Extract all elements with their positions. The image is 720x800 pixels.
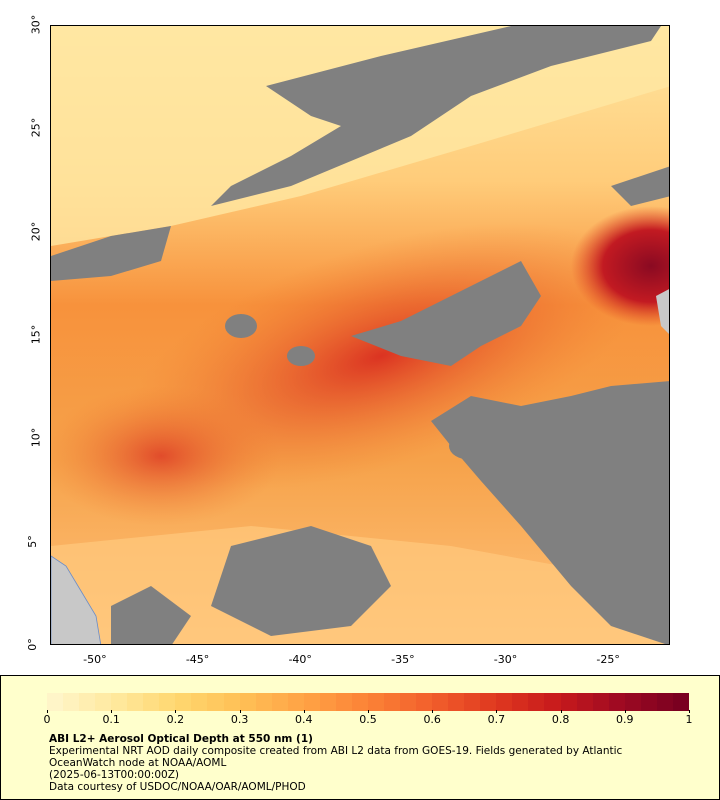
colorbar-swatch — [63, 693, 80, 711]
colorbar-swatch — [95, 693, 112, 711]
cloud-patch-west — [51, 226, 171, 281]
legend-timestamp: (2025-06-13T00:00:00Z) — [49, 769, 179, 781]
colorbar-swatch — [432, 693, 449, 711]
high-aod-hotspot — [571, 206, 669, 326]
colorbar-swatch — [159, 693, 176, 711]
colorbar-tick-label: 0 — [43, 713, 51, 726]
colorbar-tick-label: 0.5 — [359, 713, 377, 726]
cloud-blob-3 — [449, 432, 493, 460]
colorbar-tick-label: 0.7 — [487, 713, 506, 726]
no-data-areas — [51, 26, 669, 644]
colorbar-tick — [624, 710, 626, 713]
colorbar-tick-label: 0.9 — [616, 713, 634, 726]
colorbar-swatch — [335, 693, 352, 711]
colorbar-tick — [239, 710, 241, 713]
colorbar-swatch — [127, 693, 144, 711]
colorbar-swatch — [319, 693, 336, 711]
longitude-tick-label: -30° — [493, 653, 518, 666]
colorbar-swatch — [303, 693, 320, 711]
colorbar-tick — [368, 710, 369, 713]
colorbar-swatch — [608, 693, 625, 711]
colorbar-swatch — [287, 693, 304, 711]
latitude-tick-label: 10° — [29, 428, 43, 448]
colorbar-swatch — [512, 693, 529, 711]
colorbar-tick-label: 1 — [685, 713, 693, 726]
colorbar-swatch — [576, 693, 593, 711]
map-frame — [50, 25, 670, 645]
legend-credit: Data courtesy of USDOC/NOAA/OAR/AOML/PHO… — [49, 781, 306, 793]
legend-text: ABI L2+ Aerosol Optical Depth at 550 nm … — [49, 733, 689, 793]
colorbar-swatch — [416, 693, 433, 711]
colorbar-tick-label: 0.3 — [230, 713, 249, 726]
colorbar-swatch — [255, 693, 272, 711]
colorbar-tick-label: 0.2 — [166, 713, 185, 726]
colorbar-tick — [303, 710, 305, 713]
cloud-patch-northeast — [611, 166, 669, 206]
aod-map — [51, 26, 669, 644]
colorbar-swatch — [175, 693, 192, 711]
colorbar — [47, 693, 689, 711]
colorbar-swatch — [207, 693, 224, 711]
colorbar-swatch — [47, 693, 64, 711]
colorbar-tick — [432, 710, 434, 713]
colorbar-swatch — [351, 693, 368, 711]
colorbar-swatch — [496, 693, 513, 711]
cloud-band-north — [211, 26, 661, 206]
latitude-tick-label: 20° — [29, 221, 43, 241]
legend-description: Experimental NRT AOD daily composite cre… — [49, 745, 623, 769]
legend-panel: 0 0.1 0.2 0.3 0.4 0.5 0.6 0.7 0.8 0.9 1 ABI L2+ Ae… — [0, 675, 720, 800]
longitude-tick-label: -25° — [596, 653, 620, 666]
colorbar-tick — [175, 710, 177, 713]
colorbar-swatch — [592, 693, 609, 711]
colorbar-swatch — [383, 693, 401, 711]
colorbar-swatch — [367, 693, 384, 711]
colorbar-tick-label: 0.6 — [423, 713, 441, 726]
colorbar-swatch — [239, 693, 256, 711]
colorbar-swatch — [223, 693, 240, 711]
colorbar-swatch — [480, 693, 497, 711]
colorbar-swatch — [143, 693, 160, 711]
colorbar-tick — [560, 710, 562, 713]
longitude-tick-label: -50° — [83, 653, 107, 666]
colorbar-swatch — [640, 693, 657, 711]
latitude-tick-label: 5° — [25, 534, 39, 548]
colorbar-tick-label: 0.8 — [551, 713, 570, 726]
colorbar-tick — [496, 710, 498, 713]
colorbar-swatch — [111, 693, 128, 711]
colorbar-swatch — [528, 693, 545, 711]
longitude-tick-label: -35° — [391, 653, 415, 666]
latitude-tick-label: 15° — [29, 324, 43, 345]
dust-plume-west — [51, 386, 281, 526]
longitude-tick-label: -40° — [288, 653, 312, 666]
colorbar-tick — [111, 710, 113, 713]
colorbar-swatch — [79, 693, 96, 711]
cloud-blob-1 — [225, 314, 257, 338]
colorbar-tick-label: 0.1 — [102, 713, 120, 726]
latitude-tick-label: 30° — [29, 14, 43, 35]
colorbar-swatch — [400, 693, 417, 711]
cloud-blob-2 — [287, 346, 315, 366]
colorbar-swatch — [560, 693, 577, 711]
colorbar-tick-label: 0.4 — [295, 713, 313, 726]
colorbar-swatch — [544, 693, 561, 711]
colorbar-swatch — [464, 693, 481, 711]
longitude-tick-label: -45° — [185, 653, 210, 666]
colorbar-swatch — [191, 693, 208, 711]
colorbar-swatch — [672, 693, 689, 711]
legend-title: ABI L2+ Aerosol Optical Depth at 550 nm … — [49, 733, 313, 745]
latitude-tick-label: 25° — [29, 118, 43, 138]
colorbar-tick — [689, 710, 690, 713]
latitude-tick-label: 0° — [25, 638, 39, 651]
cloud-patch-southwest — [111, 586, 191, 644]
colorbar-swatch — [271, 693, 288, 711]
land-south-america — [51, 555, 102, 644]
land-africa-edge — [656, 289, 669, 334]
cloud-central — [351, 261, 541, 366]
colorbar-swatch — [448, 693, 465, 711]
cloud-patch-south — [211, 526, 391, 636]
colorbar-swatch — [624, 693, 641, 711]
colorbar-tick — [47, 710, 48, 713]
colorbar-swatch — [656, 693, 673, 711]
